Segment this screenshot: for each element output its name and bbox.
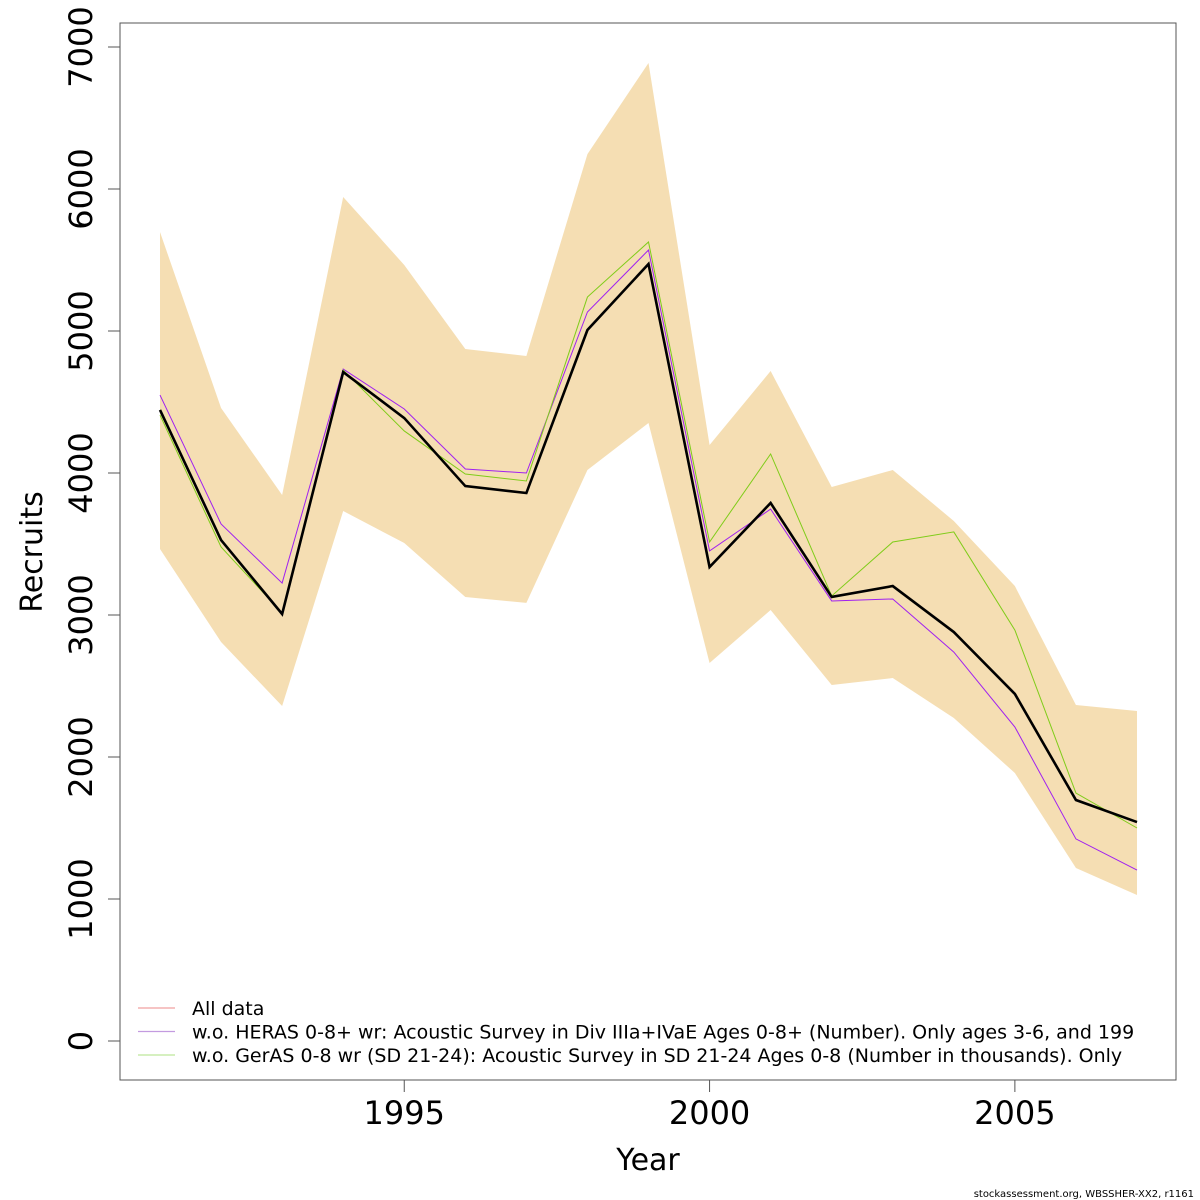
y-tick-label: 7000 (62, 6, 100, 87)
series-line-wo-heras (159, 249, 1138, 871)
y-tick-label: 0 (62, 1031, 100, 1051)
y-tick-label: 4000 (62, 432, 100, 513)
x-axis: 1995 2000 2005 (364, 1079, 1056, 1132)
legend-label: All data (192, 998, 264, 1020)
footer-credit: stockassessment.org, WBSSHER-XX2, r1161 (974, 1189, 1194, 1200)
legend-label: w.o. GerAS 0-8 wr (SD 21-24): Acoustic S… (192, 1045, 1122, 1067)
x-tick-label: 1995 (364, 1094, 445, 1132)
confidence-band (160, 63, 1137, 896)
series-line-all-data (158, 261, 1138, 824)
x-tick-label: 2000 (669, 1094, 750, 1132)
x-tick-label: 2005 (974, 1094, 1055, 1132)
y-axis-title: Recruits (15, 491, 50, 613)
y-tick-label: 2000 (62, 716, 100, 797)
band-layer (160, 63, 1137, 896)
y-tick-label: 6000 (62, 148, 100, 229)
y-tick-label: 3000 (62, 574, 100, 655)
y-tick-label: 1000 (62, 858, 100, 939)
legend-label: w.o. HERAS 0-8+ wr: Acoustic Survey in D… (192, 1022, 1134, 1044)
y-tick-label: 5000 (62, 290, 100, 371)
x-axis-title: Year (615, 1143, 680, 1178)
y-axis: 0 1000 2000 3000 4000 5000 6000 7000 (62, 6, 121, 1051)
series-layer (158, 241, 1138, 871)
